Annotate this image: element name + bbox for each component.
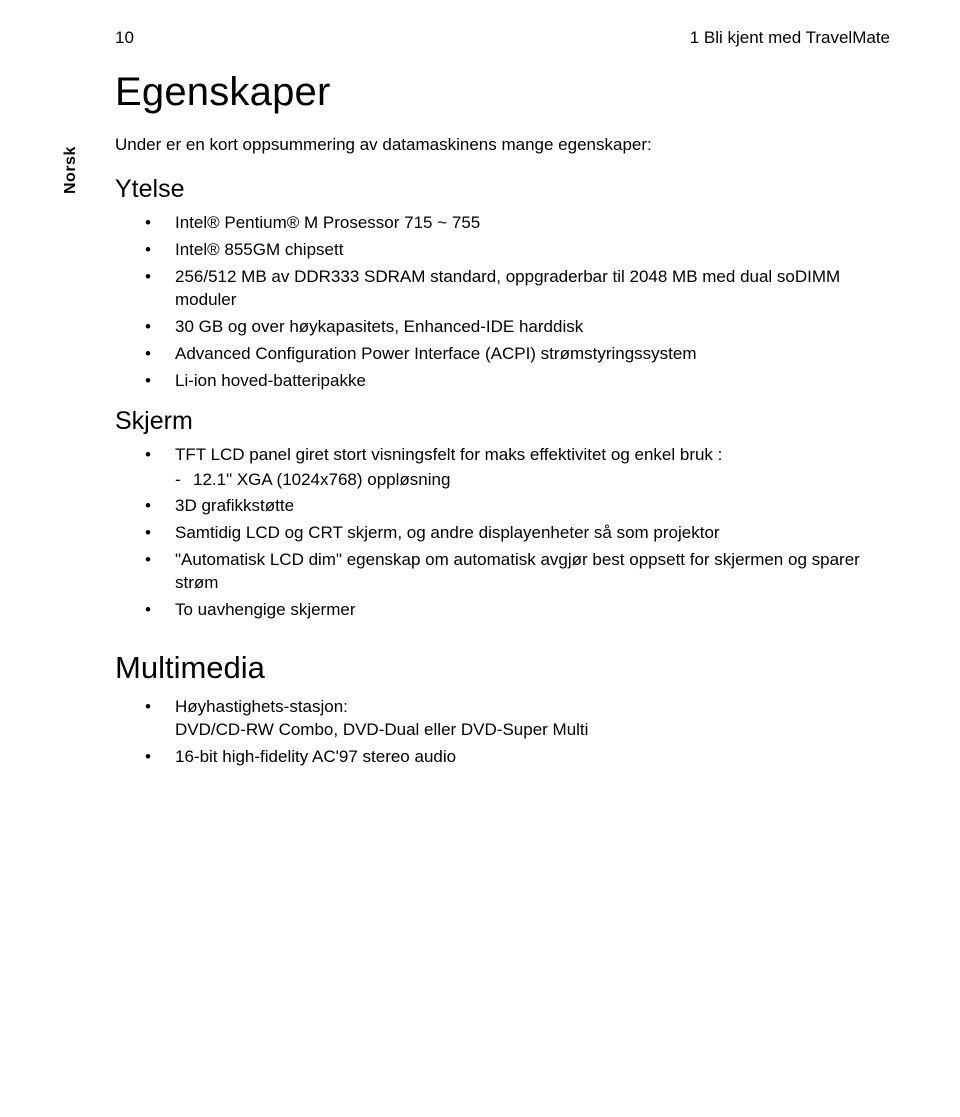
sub-list-item: 12.1" XGA (1024x768) oppløsning [115, 469, 890, 492]
page-number: 10 [115, 28, 134, 48]
ytelse-list: Intel® Pentium® M Prosessor 715 ~ 755 In… [115, 212, 890, 393]
skjerm-list: TFT LCD panel giret stort visningsfelt f… [115, 444, 890, 623]
list-item: Intel® Pentium® M Prosessor 715 ~ 755 [115, 212, 890, 235]
section-heading-ytelse: Ytelse [115, 175, 890, 204]
multimedia-list: Høyhastighets-stasjon: DVD/CD-RW Combo, … [115, 696, 890, 769]
list-item-text: TFT LCD panel giret stort visningsfelt f… [175, 445, 722, 464]
section-heading-multimedia: Multimedia [115, 650, 890, 686]
document-page: 10 1 Bli kjent med TravelMate Egenskaper… [0, 0, 960, 825]
list-item: "Automatisk LCD dim" egenskap om automat… [115, 549, 890, 595]
list-item-text: Høyhastighets-stasjon: [175, 697, 348, 716]
language-side-tab: Norsk [62, 146, 80, 194]
section-heading-skjerm: Skjerm [115, 407, 890, 436]
list-item: TFT LCD panel giret stort visningsfelt f… [115, 444, 890, 492]
list-item: 256/512 MB av DDR333 SDRAM standard, opp… [115, 266, 890, 312]
list-item: Intel® 855GM chipsett [115, 239, 890, 262]
page-header: 10 1 Bli kjent med TravelMate [115, 28, 890, 48]
list-item: 30 GB og over høykapasitets, Enhanced-ID… [115, 316, 890, 339]
list-item: 16-bit high-fidelity AC'97 stereo audio [115, 746, 890, 769]
list-item: Advanced Configuration Power Interface (… [115, 343, 890, 366]
content-region: Ytelse Intel® Pentium® M Prosessor 715 ~… [115, 175, 890, 769]
list-item: Li-ion hoved-batteripakke [115, 370, 890, 393]
list-item: To uavhengige skjermer [115, 599, 890, 622]
list-item: Høyhastighets-stasjon: DVD/CD-RW Combo, … [115, 696, 890, 742]
list-item-text: DVD/CD-RW Combo, DVD-Dual eller DVD-Supe… [175, 720, 588, 739]
list-item: 3D grafikkstøtte [115, 495, 890, 518]
chapter-title: 1 Bli kjent med TravelMate [690, 28, 890, 48]
intro-paragraph: Under er en kort oppsummering av datamas… [115, 135, 890, 155]
list-item: Samtidig LCD og CRT skjerm, og andre dis… [115, 522, 890, 545]
page-title: Egenskaper [115, 70, 890, 115]
